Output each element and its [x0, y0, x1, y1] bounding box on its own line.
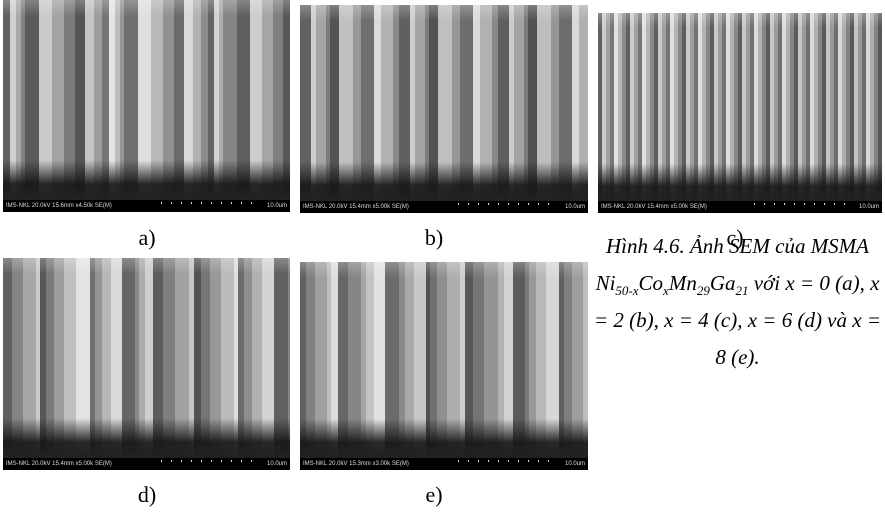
info-text: IMS-NKL 20.0kV 15.4mm x5.00k SE(M)	[303, 201, 409, 213]
panel-label: a)	[117, 225, 177, 251]
info-text: IMS-NKL 20.0kV 15.6mm x4.50k SE(M)	[6, 200, 112, 212]
figure-page: IMS-NKL 20.0kV 15.6mm x4.50k SE(M) 10.0um…	[0, 0, 885, 517]
panel-label: e)	[404, 482, 464, 508]
caption-text: 21	[736, 283, 749, 298]
scale-text: 10.0um	[565, 458, 585, 470]
caption-text: Ga	[710, 271, 736, 295]
info-bar: IMS-NKL 20.0kV 15.4mm x5.00k SE(M) 10.0um	[3, 458, 290, 470]
sem-texture	[300, 5, 588, 201]
sem-texture	[598, 13, 882, 201]
info-bar: IMS-NKL 20.0kV 15.6mm x4.50k SE(M) 10.0um	[3, 200, 290, 212]
scale-ticks	[458, 203, 558, 205]
scale-ticks	[161, 460, 260, 462]
sem-texture	[3, 258, 290, 458]
info-bar: IMS-NKL 20.0kV 15.4mm x5.00k SE(M) 10.0um	[300, 201, 588, 213]
sem-image: IMS-NKL 20.0kV 15.3mm x3.00k SE(M) 10.0um	[300, 262, 588, 470]
scale-text: 10.0um	[565, 201, 585, 213]
sem-image: IMS-NKL 20.0kV 15.6mm x4.50k SE(M) 10.0um	[3, 0, 290, 212]
caption-text: 50-x	[615, 283, 638, 298]
info-bar: IMS-NKL 20.0kV 15.3mm x3.00k SE(M) 10.0um	[300, 458, 588, 470]
info-text: IMS-NKL 20.0kV 15.4mm x5.00k SE(M)	[6, 458, 112, 470]
sem-image: IMS-NKL 20.0kV 15.4mm x5.00k SE(M) 10.0um	[3, 258, 290, 470]
sem-image: IMS-NKL 20.0kV 15.4mm x5.00k SE(M) 10.0um	[598, 13, 882, 213]
caption: Hình 4.6. Ảnh SEM của MSMA Ni50-xCoxMn29…	[590, 228, 885, 376]
caption-text: Co	[639, 271, 664, 295]
caption-text: 29	[697, 283, 710, 298]
sem-texture	[300, 262, 588, 458]
sem-texture	[3, 0, 290, 200]
scale-text: 10.0um	[859, 201, 879, 213]
sem-image: IMS-NKL 20.0kV 15.4mm x5.00k SE(M) 10.0um	[300, 5, 588, 213]
panel-label: d)	[117, 482, 177, 508]
scale-ticks	[161, 202, 260, 204]
info-text: IMS-NKL 20.0kV 15.3mm x3.00k SE(M)	[303, 458, 409, 470]
panel-label: b)	[404, 225, 464, 251]
scale-ticks	[754, 203, 852, 205]
scale-text: 10.0um	[267, 458, 287, 470]
scale-text: 10.0um	[267, 200, 287, 212]
scale-ticks	[458, 460, 558, 462]
info-bar: IMS-NKL 20.0kV 15.4mm x5.00k SE(M) 10.0um	[598, 201, 882, 213]
caption-text: Mn	[669, 271, 697, 295]
info-text: IMS-NKL 20.0kV 15.4mm x5.00k SE(M)	[601, 201, 707, 213]
